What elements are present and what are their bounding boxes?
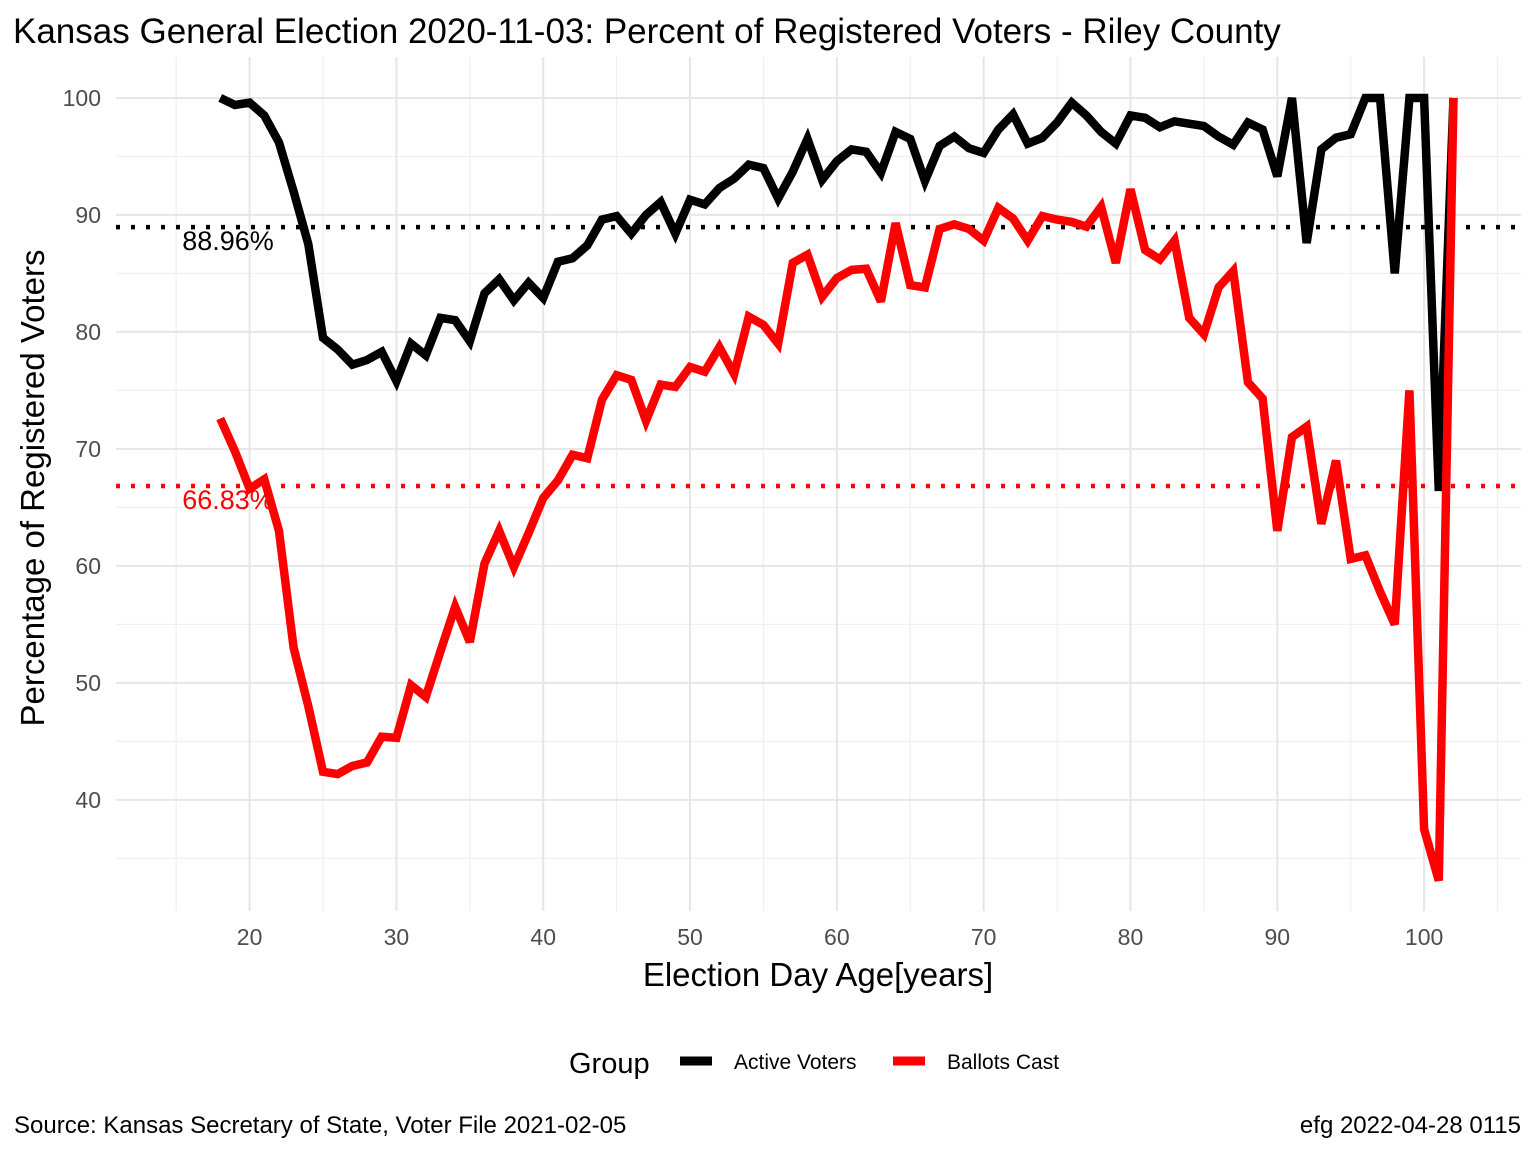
y-tick-label: 60 <box>75 553 101 579</box>
source-caption: Source: Kansas Secretary of State, Voter… <box>14 1112 626 1139</box>
x-tick-labels: 20 30 40 50 60 70 80 90 100 <box>237 924 1443 950</box>
y-tick-label: 40 <box>75 787 101 813</box>
y-tick-label: 50 <box>75 670 101 696</box>
reference-label-1: 66.83% <box>182 485 274 515</box>
reference-label-0: 88.96% <box>182 226 274 256</box>
x-tick-label: 30 <box>384 924 410 950</box>
x-tick-label: 70 <box>971 924 997 950</box>
y-tick-label: 100 <box>63 85 101 111</box>
x-tick-label: 20 <box>237 924 263 950</box>
legend-title: Group <box>569 1048 650 1080</box>
x-axis-label: Election Day Age[years] <box>643 956 993 993</box>
legend-label-ballots-cast: Ballots Cast <box>947 1051 1059 1074</box>
credit-caption: efg 2022-04-28 0115 <box>1300 1112 1521 1139</box>
y-tick-label: 90 <box>75 202 101 228</box>
x-tick-label: 50 <box>677 924 703 950</box>
legend: Group Active Voters Ballots Cast <box>569 1048 1059 1080</box>
series-lines <box>216 93 1458 882</box>
minor-gridlines <box>116 57 1521 911</box>
x-tick-label: 40 <box>530 924 556 950</box>
x-tick-label: 60 <box>824 924 850 950</box>
x-tick-label: 80 <box>1118 924 1144 950</box>
x-tick-label: 100 <box>1405 924 1443 950</box>
series-line-active-voters <box>218 93 1458 492</box>
chart-title: Kansas General Election 2020-11-03: Perc… <box>13 12 1281 51</box>
legend-label-active-voters: Active Voters <box>734 1051 857 1074</box>
y-tick-labels: 40 50 60 70 80 90 100 <box>63 85 101 813</box>
y-axis-label: Percentage of Registered Voters <box>14 250 51 727</box>
series-line-ballots-cast <box>216 97 1458 882</box>
reference-labels: 88.96% 66.83% <box>182 226 274 515</box>
y-tick-label: 70 <box>75 436 101 462</box>
y-tick-label: 80 <box>75 319 101 345</box>
x-tick-label: 90 <box>1264 924 1290 950</box>
